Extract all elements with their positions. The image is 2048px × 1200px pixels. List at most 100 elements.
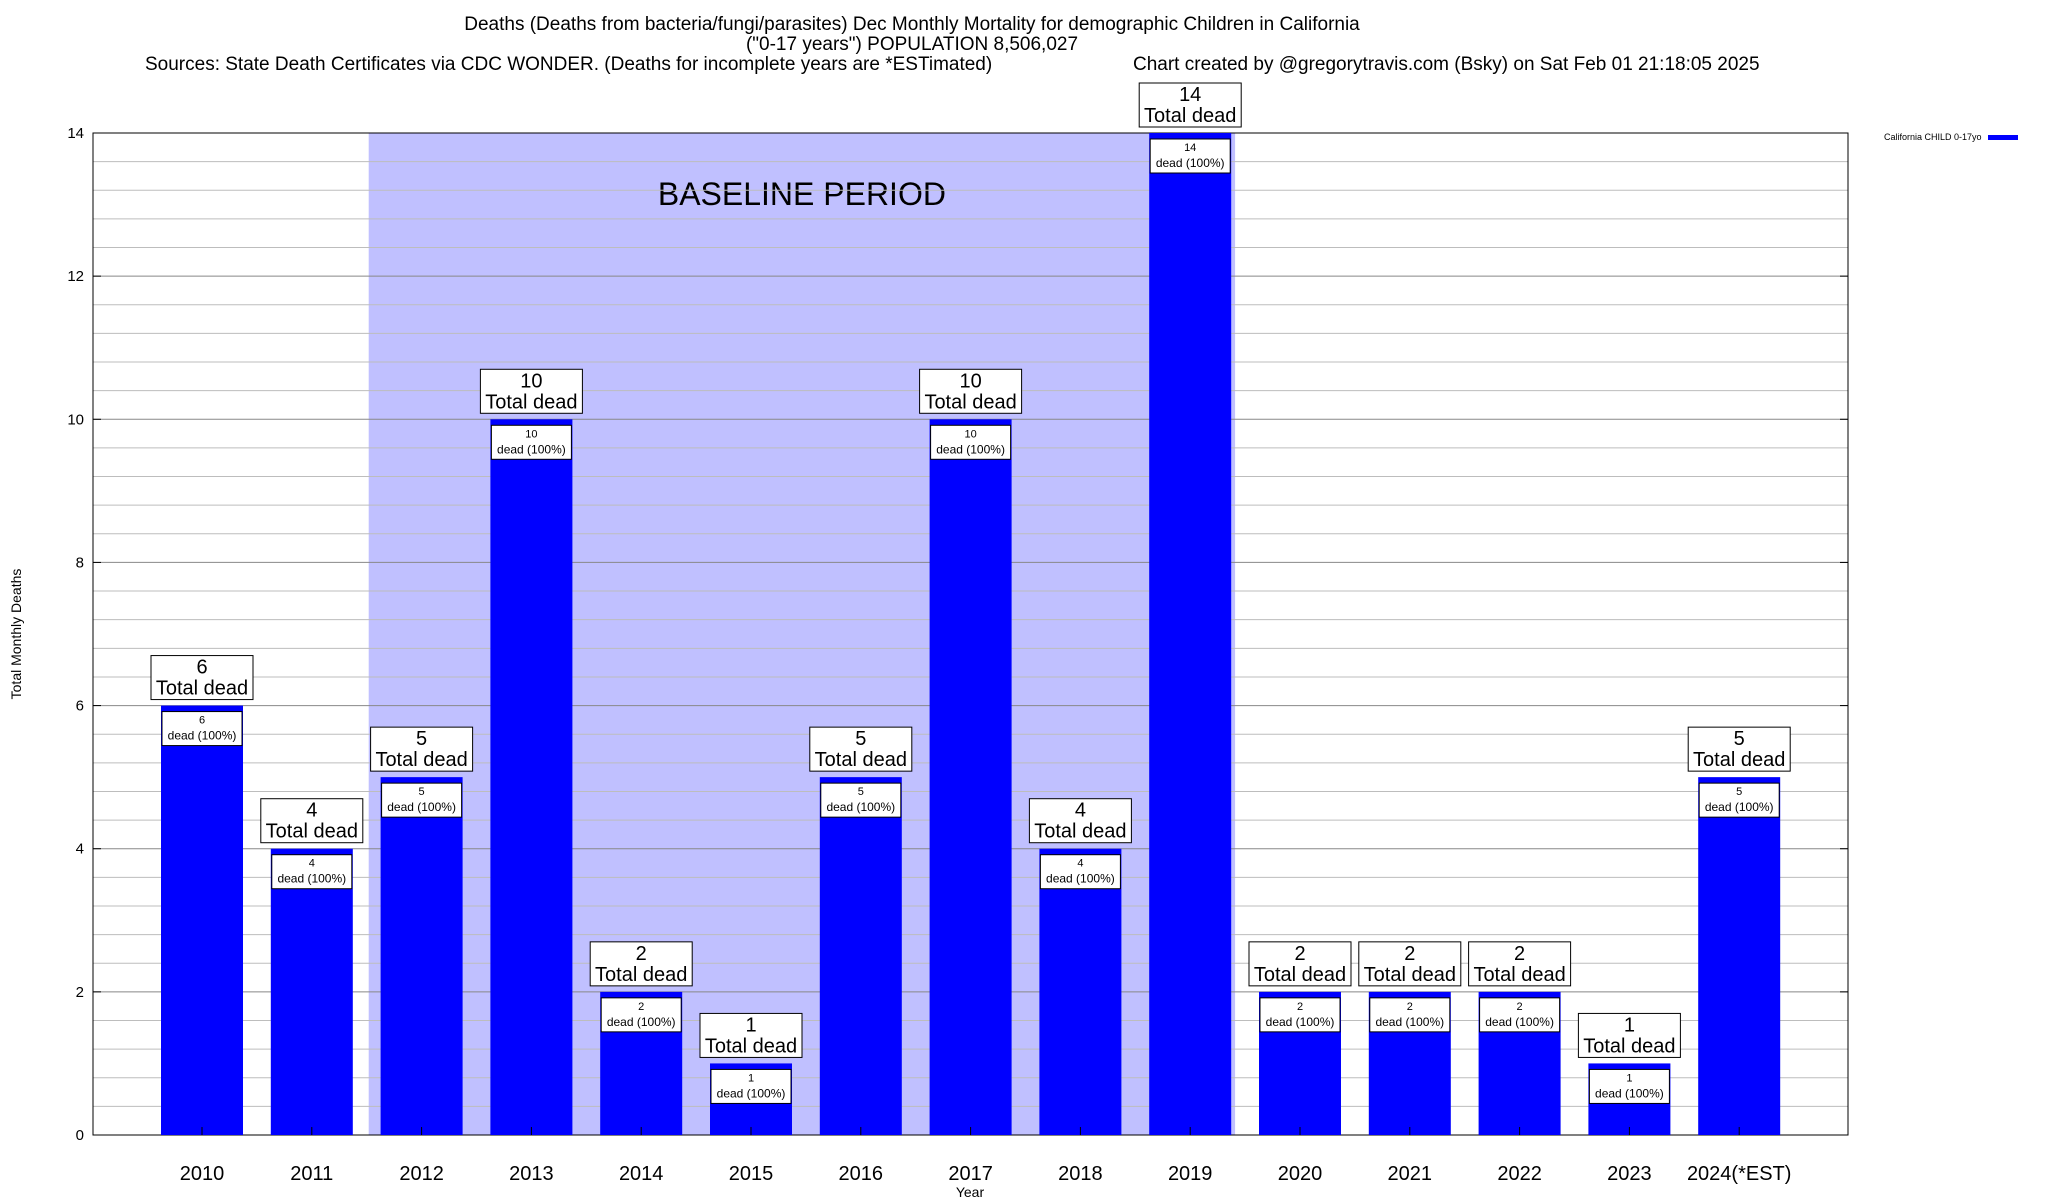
y-tick-label: 4 xyxy=(76,841,84,858)
bar-inner-label-box xyxy=(820,782,902,818)
bar-top-value: 1 xyxy=(745,1014,756,1036)
bar-top-text: Total dead xyxy=(595,964,687,986)
bar-top-label-box xyxy=(589,941,693,987)
bar-inner-label-box xyxy=(1149,138,1231,174)
bar-top-text: Total dead xyxy=(485,391,577,413)
y-tick-label: 0 xyxy=(76,1127,84,1144)
bar-top-value: 2 xyxy=(1294,943,1305,965)
bar-inner-value: 5 xyxy=(858,786,864,798)
bar-inner-value: 1 xyxy=(1626,1072,1632,1084)
bar-top-text: Total dead xyxy=(815,749,907,771)
bar-top-value: 5 xyxy=(416,728,427,750)
bar-top-value: 10 xyxy=(520,370,542,392)
legend: California CHILD 0-17yo xyxy=(1884,132,2019,142)
bar-inner-text: dead (100%) xyxy=(497,442,566,456)
bar-inner-label-box xyxy=(1698,782,1780,818)
legend-label: California CHILD 0-17yo xyxy=(1884,132,1982,142)
legend-swatch xyxy=(1988,135,2019,141)
x-axis-label: Year xyxy=(956,1184,985,1200)
y-tick-label: 10 xyxy=(67,411,84,428)
bar-inner-text: dead (100%) xyxy=(1266,1015,1335,1029)
x-tick-label: 2023 xyxy=(1607,1163,1652,1185)
y-tick-label: 6 xyxy=(76,698,84,715)
bar-inner-text: dead (100%) xyxy=(1485,1015,1554,1029)
bar-top-label-box xyxy=(1577,1012,1681,1058)
y-tick-label: 2 xyxy=(76,984,84,1001)
x-tick-label: 2018 xyxy=(1058,1163,1103,1185)
bar-inner-label-box xyxy=(161,711,243,747)
bar-top-text: Total dead xyxy=(156,678,248,700)
bar-top-value: 2 xyxy=(1514,943,1525,965)
bar-inner-label-box xyxy=(490,424,572,460)
bar-top-text: Total dead xyxy=(1034,821,1126,843)
bar-top-value: 4 xyxy=(1075,800,1086,822)
chart-credit: Chart created by @gregorytravis.com (Bsk… xyxy=(1133,54,1760,75)
x-tick-label: 2015 xyxy=(729,1163,774,1185)
x-tick-label: 2022 xyxy=(1497,1163,1542,1185)
bar-top-label-box xyxy=(1138,82,1242,128)
bar-inner-value: 2 xyxy=(638,1001,644,1013)
bar-inner-text: dead (100%) xyxy=(1046,872,1115,886)
bar-inner-value: 1 xyxy=(748,1072,754,1084)
bar-inner-value: 5 xyxy=(1736,786,1742,798)
chart-title-line2: ("0-17 years") POPULATION 8,506,027 xyxy=(745,34,1079,55)
bar-top-value: 5 xyxy=(855,728,866,750)
bar-top-value: 14 xyxy=(1179,84,1201,106)
bar-top-label-box xyxy=(1248,941,1352,987)
x-tick-label: 2012 xyxy=(399,1163,444,1185)
bar-top-label-box xyxy=(479,368,583,414)
y-tick-label: 14 xyxy=(67,125,84,142)
bar-inner-label-box xyxy=(600,997,682,1033)
bar-top-text: Total dead xyxy=(705,1035,797,1057)
bar-top-text: Total dead xyxy=(1693,749,1785,771)
x-tick-label: 2011 xyxy=(290,1163,333,1185)
bar-inner-value: 4 xyxy=(1077,858,1083,870)
bar-inner-text: dead (100%) xyxy=(1705,800,1774,814)
bar-inner-value: 14 xyxy=(1184,142,1196,154)
bar-top-value: 5 xyxy=(1734,728,1745,750)
bar-inner-value: 5 xyxy=(419,786,425,798)
bar-top-text: Total dead xyxy=(1583,1035,1675,1057)
bar-top-value: 10 xyxy=(959,370,981,392)
x-tick-label: 2020 xyxy=(1278,1163,1323,1185)
bar-top-label-box xyxy=(1468,941,1572,987)
bar-inner-value: 2 xyxy=(1297,1001,1303,1013)
bar-inner-value: 6 xyxy=(199,715,205,727)
y-axis-label: Total Monthly Deaths xyxy=(8,569,24,700)
bar-inner-label-box xyxy=(271,854,353,890)
bar-inner-label-box xyxy=(1369,997,1451,1033)
bar-inner-text: dead (100%) xyxy=(1375,1015,1444,1029)
bar xyxy=(380,777,463,1135)
bar-inner-value: 2 xyxy=(1517,1001,1523,1013)
chart-title-line1: Deaths (Deaths from bacteria/fungi/paras… xyxy=(464,14,1360,35)
bar-inner-label-box xyxy=(1479,997,1561,1033)
bar-inner-text: dead (100%) xyxy=(1156,156,1225,170)
bar-inner-label-box xyxy=(381,782,463,818)
bar-inner-text: dead (100%) xyxy=(1595,1086,1664,1100)
bar-top-value: 2 xyxy=(636,943,647,965)
bar-top-label-box xyxy=(1028,798,1132,844)
bar-inner-text: dead (100%) xyxy=(717,1086,786,1100)
x-tick-label: 2024(*EST) xyxy=(1687,1163,1792,1185)
x-tick-label: 2017 xyxy=(948,1163,993,1185)
bar-top-text: Total dead xyxy=(1473,964,1565,986)
bar-inner-label-box xyxy=(1259,997,1341,1033)
bar-inner-label-box xyxy=(710,1068,792,1104)
bar-top-label-box xyxy=(1358,941,1462,987)
bar-top-label-box xyxy=(150,655,254,701)
x-tick-label: 2016 xyxy=(839,1163,884,1185)
bar-inner-text: dead (100%) xyxy=(936,442,1005,456)
bar-inner-text: dead (100%) xyxy=(277,872,346,886)
bar-inner-text: dead (100%) xyxy=(387,800,456,814)
bar xyxy=(270,848,353,1135)
bar-inner-text: dead (100%) xyxy=(607,1015,676,1029)
chart-sources: Sources: State Death Certificates via CD… xyxy=(145,54,993,75)
x-tick-label: 2019 xyxy=(1168,1163,1213,1185)
bar-inner-value: 10 xyxy=(525,428,537,440)
x-tick-label: 2010 xyxy=(180,1163,225,1185)
bar-top-text: Total dead xyxy=(924,391,1016,413)
bar xyxy=(1149,133,1232,1135)
bar-top-text: Total dead xyxy=(1254,964,1346,986)
bar-top-text: Total dead xyxy=(266,821,358,843)
